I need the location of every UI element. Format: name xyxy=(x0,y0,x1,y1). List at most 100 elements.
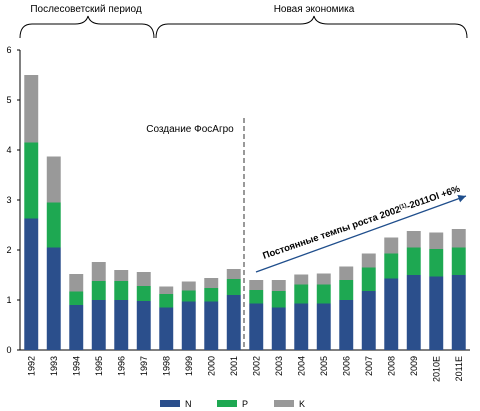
bar-segment-k-1998 xyxy=(159,286,174,294)
bar-segment-k-2009 xyxy=(406,231,421,248)
bar-segment-n-1997 xyxy=(136,301,151,350)
bar-segment-n-1993 xyxy=(46,247,61,350)
bar-segment-n-2011e xyxy=(451,275,466,350)
bar-segment-k-2007 xyxy=(361,253,376,268)
bar-segment-n-1998 xyxy=(159,307,174,350)
x-tick-label: 2009 xyxy=(409,356,419,376)
bar-segment-p-2004 xyxy=(294,284,309,304)
bar-segment-k-2006 xyxy=(339,266,354,280)
x-tick-label: 2006 xyxy=(341,356,351,376)
bar-segment-k-1996 xyxy=(114,270,129,281)
bar-segment-p-2003 xyxy=(271,291,286,308)
bar-segment-k-1992 xyxy=(24,75,39,143)
x-tick-label: 2004 xyxy=(296,356,306,376)
bar-stacks xyxy=(24,75,466,350)
x-tick-label: 2010E xyxy=(431,356,441,382)
legend: N P K xyxy=(160,399,305,409)
bar-segment-p-2000 xyxy=(204,288,219,302)
x-tick-label: 1994 xyxy=(71,356,81,376)
bar-segment-k-2010e xyxy=(429,232,444,249)
bar-segment-p-1997 xyxy=(136,286,151,301)
y-axis-ticks: 0 1 2 3 4 5 6 xyxy=(6,45,20,355)
period-right-label: Новая экономика xyxy=(274,4,355,15)
period-right-brace xyxy=(155,15,468,39)
bar-segment-k-1997 xyxy=(136,272,151,286)
era-divider-label: Создание ФосАгро xyxy=(146,124,234,135)
bar-segment-p-1992 xyxy=(24,142,39,219)
bar-segment-k-2004 xyxy=(294,274,309,285)
legend-swatch-p xyxy=(217,400,237,407)
x-tick-label: 2000 xyxy=(206,356,216,376)
y-tick-label: 4 xyxy=(6,145,11,155)
bar-segment-p-2007 xyxy=(361,267,376,291)
bar-segment-p-1999 xyxy=(181,290,196,302)
bar-segment-k-1995 xyxy=(91,262,106,281)
y-tick-label: 6 xyxy=(6,45,11,55)
y-tick-label: 5 xyxy=(6,95,11,105)
x-tick-label: 2008 xyxy=(386,356,396,376)
x-tick-label: 2005 xyxy=(319,356,329,376)
trend-arrow xyxy=(255,194,467,273)
bar-segment-n-1995 xyxy=(91,300,106,350)
bar-segment-k-2002 xyxy=(249,280,264,290)
x-tick-label: 2001 xyxy=(229,356,239,376)
period-left-brace xyxy=(19,15,155,39)
bar-segment-k-2000 xyxy=(204,278,219,288)
y-tick-label: 0 xyxy=(6,345,11,355)
bar-segment-k-2011e xyxy=(451,229,466,248)
trend-label-prefix: Постоянные темпы роста 2002 xyxy=(261,204,402,262)
bar-segment-n-1999 xyxy=(181,301,196,350)
bar-segment-n-2007 xyxy=(361,291,376,350)
x-tick-label: 1993 xyxy=(49,356,59,376)
bar-segment-k-1999 xyxy=(181,281,196,291)
x-tick-label: 1997 xyxy=(139,356,149,376)
bar-segment-k-1994 xyxy=(69,274,84,292)
bar-segment-k-2003 xyxy=(271,280,286,291)
legend-swatch-n xyxy=(160,400,180,407)
bar-segment-n-2006 xyxy=(339,300,354,350)
bar-segment-p-2008 xyxy=(384,253,399,279)
bar-segment-n-1994 xyxy=(69,305,84,350)
bar-segment-p-2006 xyxy=(339,280,354,300)
bar-segment-n-2005 xyxy=(316,303,331,350)
x-axis-ticks: 1992 1993 1994 1995 1996 1997 1998 1999 2000 2001… xyxy=(26,356,464,382)
bar-segment-p-2011e xyxy=(451,247,466,275)
bar-segment-p-1993 xyxy=(46,202,61,248)
x-tick-label: 1996 xyxy=(116,356,126,376)
bar-segment-k-2008 xyxy=(384,237,399,254)
bar-segment-k-1993 xyxy=(46,156,61,203)
bar-segment-n-2009 xyxy=(406,275,421,350)
x-tick-label: 2007 xyxy=(364,356,374,376)
bar-segment-k-2005 xyxy=(316,273,331,285)
bar-segment-p-2005 xyxy=(316,284,331,304)
bar-segment-p-1998 xyxy=(159,294,174,308)
period-left-label: Послесоветский период xyxy=(30,4,142,15)
bar-segment-n-2003 xyxy=(271,307,286,350)
bar-segment-p-2010e xyxy=(429,249,444,277)
bar-segment-n-2002 xyxy=(249,303,264,350)
bar-segment-p-1994 xyxy=(69,291,84,305)
bar-segment-n-2000 xyxy=(204,301,219,350)
x-tick-label: 2011E xyxy=(454,356,464,381)
x-tick-label: 1995 xyxy=(94,356,104,376)
legend-label-p: P xyxy=(242,399,248,409)
bar-segment-n-2010e xyxy=(429,276,444,350)
bar-segment-n-2001 xyxy=(226,295,241,350)
x-tick-label: 1999 xyxy=(184,356,194,376)
x-tick-label: 1998 xyxy=(161,356,171,376)
bar-segment-n-2008 xyxy=(384,278,399,350)
legend-label-k: K xyxy=(299,399,305,409)
bar-segment-n-2004 xyxy=(294,303,309,350)
bar-segment-p-2009 xyxy=(406,247,421,275)
bar-segment-p-2002 xyxy=(249,290,264,304)
x-tick-label: 1992 xyxy=(26,356,36,376)
y-tick-label: 2 xyxy=(6,245,11,255)
x-tick-label: 2003 xyxy=(274,356,284,376)
legend-swatch-k xyxy=(274,400,294,407)
bar-segment-n-1992 xyxy=(24,218,39,350)
bar-segment-p-2001 xyxy=(226,279,241,295)
bar-segment-n-1996 xyxy=(114,300,129,350)
bar-segment-k-2001 xyxy=(226,269,241,279)
x-tick-label: 2002 xyxy=(251,356,261,376)
